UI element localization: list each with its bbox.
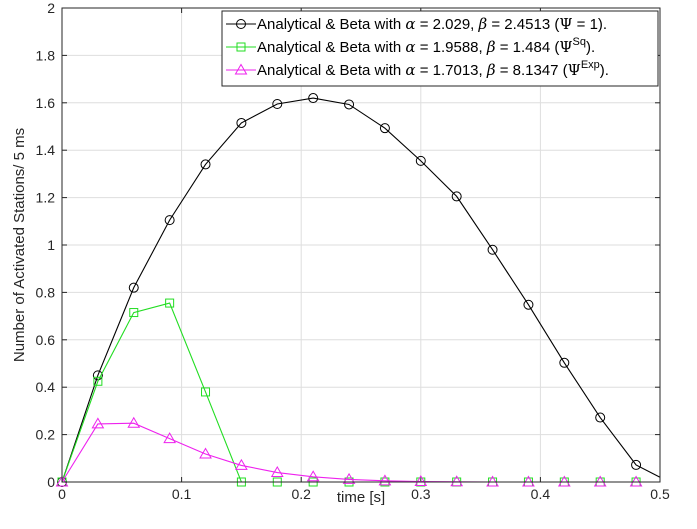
legend-beta-sym: β (478, 15, 488, 33)
legend-alpha-sym: α (405, 15, 415, 33)
legend-entry: Analytical & Beta with α = 1.7013, β = 8… (226, 59, 609, 79)
triangle-marker (522, 475, 535, 487)
circle-marker (92, 370, 103, 381)
circle-marker (344, 99, 355, 110)
y-tick-label: 1.2 (36, 190, 56, 206)
square-marker (93, 376, 103, 386)
circle-marker (200, 159, 211, 170)
legend-prefix: Analytical & Beta with (257, 39, 405, 56)
legend-entry: Analytical & Beta with α = 1.9588, β = 1… (226, 36, 595, 56)
x-tick-label: 0.5 (650, 486, 670, 502)
square-marker (165, 298, 175, 308)
triangle-marker (163, 432, 177, 444)
grid (62, 8, 660, 482)
y-tick-label: 0.2 (36, 427, 56, 443)
legend-box (221, 10, 659, 87)
legend-alpha-val: = 1.9588, (416, 39, 487, 56)
legend-psi: Ψ (568, 61, 581, 79)
y-axis-ticks: 0 0.2 0.4 0.6 0.8 1 1.2 1.4 1.6 1.8 2 (36, 0, 660, 490)
y-tick-label: 0.4 (36, 379, 56, 395)
legend-psi: Ψ (559, 38, 572, 56)
legend-beta-sym: β (486, 38, 496, 56)
circle-marker (451, 191, 462, 202)
circle-marker (415, 155, 426, 166)
y-tick-label: 0.6 (36, 332, 56, 348)
circle-marker (631, 459, 642, 470)
legend-psi-superscript: Sq (572, 36, 585, 48)
legend-psi-superscript: Exp (581, 59, 600, 71)
x-tick-label: 0.4 (531, 486, 551, 502)
legend-label: Analytical & Beta with α = 2.029, β = 2.… (257, 15, 607, 33)
legend-label: Analytical & Beta with α = 1.7013, β = 8… (257, 59, 609, 79)
triangle-marker (91, 417, 105, 429)
legend-alpha-sym: α (405, 38, 415, 56)
circle-marker (236, 117, 247, 128)
legend-label: Analytical & Beta with α = 1.9588, β = 1… (257, 36, 595, 56)
legend-prefix: Analytical & Beta with (257, 16, 405, 33)
circle-marker (164, 215, 175, 226)
square-marker (236, 42, 246, 52)
y-tick-label: 0.8 (36, 284, 56, 300)
legend: Analytical & Beta with α = 2.029, β = 2.… (221, 10, 659, 87)
square-marker (129, 308, 139, 318)
legend-suffix: = 1). (572, 16, 607, 33)
y-tick-label: 1.4 (36, 142, 56, 158)
x-tick-label: 0.3 (411, 486, 431, 502)
x-axis-label: time [s] (337, 489, 385, 506)
legend-beta-val: = 8.1347 ( (496, 62, 568, 79)
circle-marker (595, 412, 606, 423)
triangle-marker (342, 472, 356, 484)
triangle-marker (378, 474, 392, 486)
circle-marker (487, 244, 498, 255)
circle-marker (559, 357, 570, 368)
legend-alpha-val: = 2.029, (416, 16, 479, 33)
triangle-marker (235, 458, 248, 470)
triangle-marker (593, 475, 607, 487)
circle-marker (308, 93, 319, 104)
y-tick-label: 2 (47, 0, 55, 16)
circle-marker (379, 123, 390, 134)
square-marker (201, 387, 211, 397)
y-tick-label: 0 (47, 474, 55, 490)
triangle-marker (450, 475, 464, 487)
legend-alpha-sym: α (405, 61, 415, 79)
legend-prefix: Analytical & Beta with (257, 62, 405, 79)
series-line (61, 97, 661, 483)
legend-beta-val: = 1.484 ( (496, 39, 560, 56)
circle-marker (128, 282, 139, 293)
x-tick-label: 0.2 (291, 486, 311, 502)
triangle-marker (127, 416, 141, 428)
circle-marker (272, 98, 283, 109)
triangle-marker (199, 447, 212, 459)
triangle-marker (55, 475, 69, 487)
legend-beta-val: = 2.4513 ( (487, 16, 559, 33)
legend-entry: Analytical & Beta with α = 2.029, β = 2.… (226, 15, 607, 33)
y-tick-label: 1.8 (36, 47, 56, 63)
x-tick-label: 0 (58, 486, 66, 502)
y-tick-label: 1.6 (36, 95, 56, 111)
x-tick-label: 0.1 (172, 486, 192, 502)
plot-frame (61, 7, 661, 483)
legend-beta-sym: β (486, 61, 496, 79)
triangle-marker (234, 63, 248, 75)
legend-psi: Ψ (559, 15, 572, 33)
triangle-marker (629, 475, 643, 487)
circle-marker (523, 299, 534, 310)
legend-suffix: ). (600, 62, 609, 79)
legend-suffix: ). (586, 39, 595, 56)
x-axis-ticks: 0 0.1 0.2 0.3 0.4 0.5 (58, 8, 670, 502)
triangle-marker (270, 466, 284, 478)
y-axis-label: Number of Activated Stations/ 5 ms (11, 128, 28, 362)
y-tick-label: 1 (47, 237, 55, 253)
triangle-marker (557, 475, 571, 487)
circle-marker (236, 19, 246, 29)
legend-alpha-val: = 1.7013, (416, 62, 487, 79)
triangle-marker (486, 475, 499, 487)
triangle-marker (414, 475, 428, 487)
triangle-marker (306, 470, 320, 482)
